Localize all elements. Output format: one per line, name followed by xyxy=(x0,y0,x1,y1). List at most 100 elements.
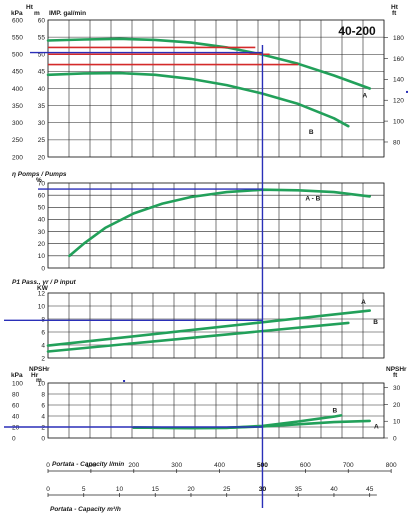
y-tick-label: 0 xyxy=(41,435,45,442)
plot-frame xyxy=(47,19,385,158)
series-line-a-b xyxy=(68,188,371,258)
y-tick-label: 50 xyxy=(38,205,46,212)
y-tick-label: 6 xyxy=(41,329,45,336)
kpa-tick-label: 250 xyxy=(12,137,23,144)
series-line-a xyxy=(46,37,371,90)
kpa-tick-label: 600 xyxy=(12,17,23,24)
y-tick-label: 10 xyxy=(38,380,46,387)
series-line-b xyxy=(46,321,350,353)
axis-marker xyxy=(123,380,126,382)
duty-m3h-label: 30 xyxy=(259,486,267,493)
series-line-b xyxy=(46,71,350,128)
npsh-right-title: NPSHr xyxy=(386,366,407,373)
kpa-tick-label: 300 xyxy=(12,120,23,127)
series-line-b xyxy=(132,414,343,430)
npsh-ft-label: ft xyxy=(393,372,398,379)
panel-efficiency: 0 10 20 30 40 50 60 70 η Pomps / Pumps% A - B xyxy=(12,171,385,272)
percent-unit-label: % xyxy=(36,177,42,184)
y-tick-label: 30 xyxy=(38,120,46,127)
power-axis-label: P1 Pass., γr / P input xyxy=(12,279,77,286)
imp-gal-label: IMP. gal/min xyxy=(49,10,86,17)
npsh-kpa-tick-label: 80 xyxy=(12,391,20,398)
model-title: 40-200 xyxy=(338,24,376,38)
lmin-tick-label: 400 xyxy=(214,462,225,469)
y-tick-label: 10 xyxy=(38,253,46,260)
lmin-tick-label: 800 xyxy=(386,462,397,469)
lmin-tick-label: 0 xyxy=(46,462,50,469)
y-tick-label: 20 xyxy=(38,154,46,161)
y-tick-label: 45 xyxy=(38,69,46,76)
npsh-ft-tick-label: 20 xyxy=(393,402,401,409)
ft-tick-label: 80 xyxy=(393,139,401,146)
y-tick-label: 50 xyxy=(38,52,46,59)
m3h-tick-label: 45 xyxy=(366,486,374,493)
npsh-ft-tick-label: 30 xyxy=(393,385,401,392)
y-tick-label: 20 xyxy=(38,241,46,248)
m3h-tick-label: 40 xyxy=(330,486,338,493)
series-label-b: B xyxy=(373,319,378,326)
head-axis-label: Ht xyxy=(26,4,34,11)
npsh-kpa-tick-label: 60 xyxy=(12,402,20,409)
y-tick-label: 25 xyxy=(38,137,46,144)
ft-tick-label: 100 xyxy=(393,118,404,125)
plot-frame xyxy=(47,382,385,439)
m3h-tick-label: 10 xyxy=(116,486,124,493)
kw-unit-label: KW xyxy=(37,285,49,292)
npsh-kpa-label: kPa xyxy=(11,372,23,379)
m3h-tick-label: 5 xyxy=(82,486,86,493)
lmin-tick-label: 700 xyxy=(343,462,354,469)
npsh-hr-label: Hr xyxy=(31,372,39,379)
series-label-a: A xyxy=(374,423,379,430)
x-axes: Portata - Capacity l/min0100200300400500… xyxy=(46,461,397,513)
npsh-m-label: m xyxy=(36,377,42,384)
y-tick-label: 40 xyxy=(38,217,46,224)
kpa-tick-label: 550 xyxy=(12,34,23,41)
ft-tick-label: 160 xyxy=(393,56,404,63)
y-tick-label: 10 xyxy=(38,303,46,310)
y-tick-label: 40 xyxy=(38,86,46,93)
npsh-kpa-tick-label: 40 xyxy=(12,413,20,420)
y-tick-label: 2 xyxy=(41,424,45,431)
lmin-tick-label: 300 xyxy=(171,462,182,469)
ft-tick-label: 180 xyxy=(393,35,404,42)
right-head-axis-label: Ht xyxy=(391,4,399,11)
npsh-left-title: NPSHr xyxy=(29,366,50,373)
ft-tick-label: 120 xyxy=(393,98,404,105)
m3h-tick-label: 25 xyxy=(223,486,231,493)
kpa-tick-label: 500 xyxy=(12,52,23,59)
y-tick-label: 60 xyxy=(38,192,46,199)
y-tick-label: 4 xyxy=(41,342,45,349)
npsh-ft-tick-label: 10 xyxy=(393,419,401,426)
m3h-axis-title: Portata - Capacity m³/h xyxy=(50,506,121,513)
efficiency-axis-label: η Pomps / Pumps xyxy=(12,171,67,178)
axis-marker xyxy=(406,90,408,93)
series-label-a: A xyxy=(361,299,366,306)
y-tick-label: 70 xyxy=(38,180,46,187)
npsh-kpa-tick-label: 0 xyxy=(12,435,16,442)
y-tick-label: 12 xyxy=(38,290,46,297)
npsh-kpa-tick-label: 100 xyxy=(12,380,23,387)
y-tick-label: 60 xyxy=(38,17,46,24)
y-tick-label: 0 xyxy=(41,265,45,272)
m3h-tick-label: 0 xyxy=(46,486,50,493)
series-line-a xyxy=(46,309,371,347)
y-tick-label: 6 xyxy=(41,402,45,409)
m3h-tick-label: 20 xyxy=(187,486,195,493)
npsh-ft-tick-label: 0 xyxy=(393,435,397,442)
kpa-tick-label: 200 xyxy=(12,154,23,161)
y-tick-label: 2 xyxy=(41,355,45,362)
lmin-tick-label: 100 xyxy=(85,462,96,469)
kpa-tick-label: 450 xyxy=(12,69,23,76)
lmin-axis-title: Portata - Capacity l/min xyxy=(52,461,124,468)
kpa-tick-label: 400 xyxy=(12,86,23,93)
series-label-a: A xyxy=(363,93,368,100)
series-label-ab: A - B xyxy=(305,196,320,203)
lmin-tick-label: 600 xyxy=(300,462,311,469)
kpa-tick-label: 350 xyxy=(12,103,23,110)
y-tick-label: 30 xyxy=(38,229,46,236)
plot-frame xyxy=(47,292,385,359)
